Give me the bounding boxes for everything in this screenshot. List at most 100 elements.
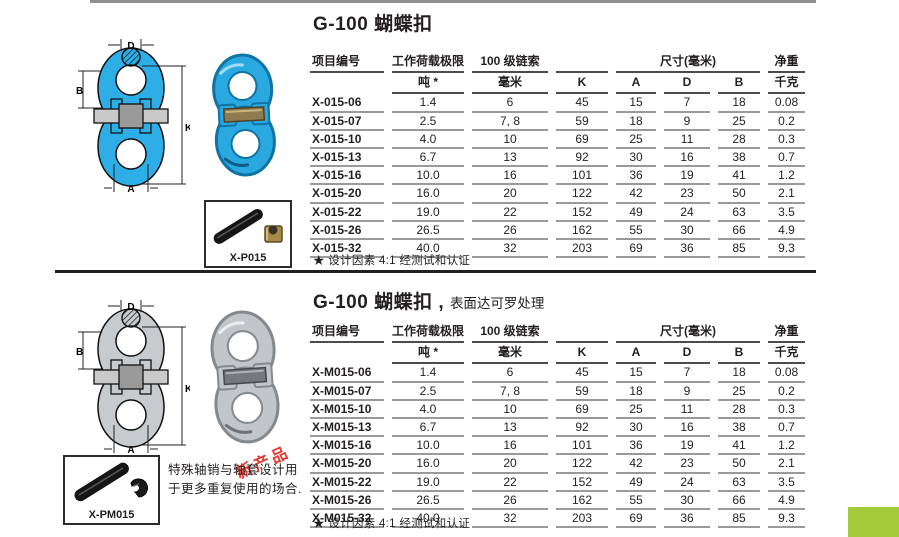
table-cell: 22: [472, 204, 549, 222]
table-cell: 16.0: [392, 185, 465, 204]
col-chain: 100 级链索: [472, 322, 549, 344]
table-cell: 45: [556, 364, 609, 383]
table-cell: 4.0: [392, 401, 465, 419]
table-cell: 7, 8: [472, 383, 549, 401]
pin-inset-box-2: X-PM015: [63, 455, 160, 525]
col-dimensions: 尺寸(毫米): [616, 52, 761, 74]
table-cell: 36: [664, 510, 711, 529]
table-cell: 15: [616, 94, 657, 113]
table-cell: 152: [556, 474, 609, 492]
table-cell: 18: [718, 364, 761, 383]
table-cell: 26.5: [392, 492, 465, 510]
table-cell: X-015-10: [310, 131, 384, 149]
table-cell: 11: [664, 131, 711, 149]
table-cell: 0.2: [768, 383, 806, 401]
unit-mm: 毫米: [472, 73, 549, 95]
table-cell: 4.9: [768, 222, 806, 240]
table-cell: 92: [556, 149, 609, 168]
table-cell: 23: [664, 455, 711, 474]
col-dimensions: 尺寸(毫米): [616, 322, 761, 344]
table-row: X-015-10 4.0 10 69 25 11 28 0.3: [310, 131, 806, 149]
dim-label-a: A: [127, 445, 134, 456]
table-row: X-015-16 10.0 16 101 36 19 41 1.2: [310, 167, 806, 186]
col-item: 项目编号: [310, 322, 384, 344]
dim-label-k: K: [185, 123, 190, 134]
table-cell: 16.0: [392, 455, 465, 474]
table-cell: 30: [664, 222, 711, 240]
table-row: X-M015-32 40.0 32 203 69 36 85 9.3: [310, 510, 806, 529]
section2-subtitle: 表面达可罗处理: [449, 296, 545, 311]
table-cell: X-M015-10: [310, 401, 384, 419]
inset-label: X-PM015: [88, 509, 135, 521]
table-row: X-M015-20 16.0 20 122 42 23 50 2.1: [310, 455, 806, 474]
col-item: 项目编号: [310, 52, 384, 74]
top-rule: [90, 0, 816, 3]
table-cell: 203: [556, 240, 609, 259]
table-cell: 26: [472, 222, 549, 240]
table-row: X-015-20 16.0 20 122 42 23 50 2.1: [310, 185, 806, 204]
table-cell: X-015-16: [310, 167, 384, 186]
header-row-groups: 项目编号 工作荷载极限 100 级链索 尺寸(毫米) 净重: [310, 322, 806, 344]
dimension-diagram-blue: D B K A: [76, 39, 190, 195]
table-cell: 1.2: [768, 167, 806, 186]
table-cell: 16: [664, 419, 711, 438]
table-cell: 25: [718, 383, 761, 401]
table-cell: 10: [472, 401, 549, 419]
table-cell: 2.5: [392, 113, 465, 131]
unit-tons: 吨 *: [392, 343, 465, 365]
dim-label-d: D: [127, 41, 134, 52]
table-cell: X-015-07: [310, 113, 384, 131]
table-cell: 0.2: [768, 113, 806, 131]
table-cell: 42: [616, 185, 657, 204]
table-cell: 36: [616, 437, 657, 456]
table-row: X-015-13 6.7 13 92 30 16 38 0.7: [310, 149, 806, 168]
col-k-spacer: [556, 322, 609, 344]
special-pin-description: 特殊轴销与轴套设计用于更多重复使用的场合.: [168, 463, 302, 496]
table-cell: 26: [472, 492, 549, 510]
table-row: X-015-32 40.0 32 203 69 36 85 9.3: [310, 240, 806, 259]
table-cell: 36: [664, 240, 711, 259]
product-photo-blue: [212, 53, 276, 177]
table-cell: 1.4: [392, 364, 465, 383]
table-cell: 69: [616, 510, 657, 529]
table-cell: 9.3: [768, 240, 806, 259]
unit-a: A: [616, 73, 657, 95]
table-row: X-015-26 26.5 26 162 55 30 66 4.9: [310, 222, 806, 240]
table-cell: 4.9: [768, 492, 806, 510]
table-cell: 203: [556, 510, 609, 529]
table-cell: 20: [472, 185, 549, 204]
table-cell: 92: [556, 419, 609, 438]
table-cell: 25: [616, 401, 657, 419]
table-cell: 16: [472, 437, 549, 456]
table-cell: 22: [472, 474, 549, 492]
unit-a: A: [616, 343, 657, 365]
unit-tons: 吨 *: [392, 73, 465, 95]
table-cell: 41: [718, 437, 761, 456]
table-cell: 19.0: [392, 474, 465, 492]
table-cell: 69: [556, 131, 609, 149]
table-cell: 32: [472, 240, 549, 259]
table-cell: 19: [664, 167, 711, 186]
header-row-units: 吨 * 毫米 K A D B 千克: [310, 73, 806, 95]
table-cell: 9: [664, 383, 711, 401]
pin-sleeve-image: [74, 462, 148, 502]
table-cell: 30: [664, 492, 711, 510]
table-cell: 63: [718, 474, 761, 492]
table-cell: 24: [664, 474, 711, 492]
dim-label-b: B: [76, 86, 83, 97]
header-row-units: 吨 * 毫米 K A D B 千克: [310, 343, 806, 365]
table-cell: 36: [616, 167, 657, 186]
table-cell: 45: [556, 94, 609, 113]
table-cell: 13: [472, 149, 549, 168]
table-cell: 41: [718, 167, 761, 186]
table-cell: 3.5: [768, 204, 806, 222]
unit-d: D: [664, 73, 711, 95]
dim-label-k: K: [185, 384, 190, 395]
col-weight: 净重: [768, 52, 806, 74]
table-cell: 10.0: [392, 167, 465, 186]
inset-label: X-P015: [229, 252, 267, 264]
table-cell: 66: [718, 492, 761, 510]
table-cell: 24: [664, 204, 711, 222]
table-cell: 85: [718, 240, 761, 259]
table-row: X-M015-13 6.7 13 92 30 16 38 0.7: [310, 419, 806, 438]
